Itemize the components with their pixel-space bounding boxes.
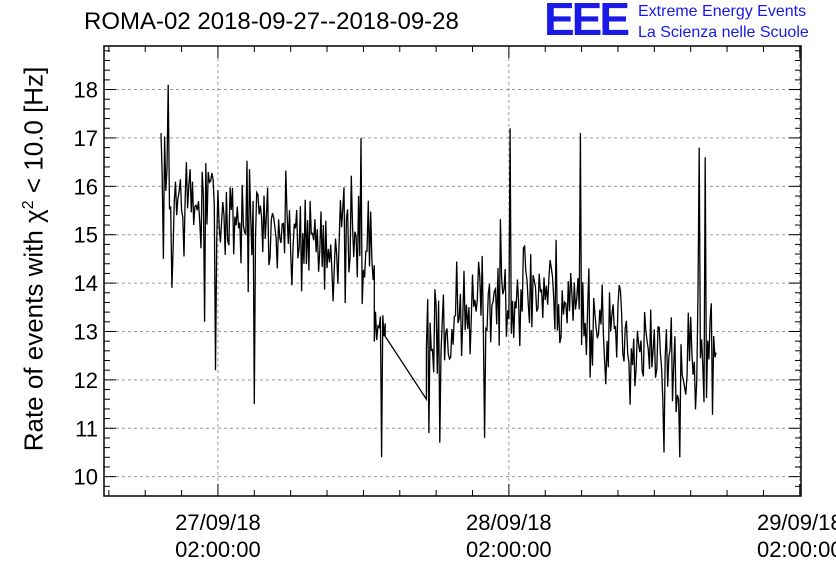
eee-logo-mark: EEE	[544, 0, 630, 45]
x-tick-label-date: 28/09/18	[466, 510, 552, 535]
x-tick-label-date: 27/09/18	[175, 510, 261, 535]
x-tick-label-time: 02:00:00	[757, 537, 836, 562]
x-tick-label-time: 02:00:00	[175, 537, 261, 562]
chart-title: ROMA-02 2018-09-27--2018-09-28	[84, 8, 459, 35]
x-tick-label-time: 02:00:00	[466, 537, 552, 562]
y-tick-label: 17	[74, 126, 98, 151]
logo-line-1: Extreme Energy Events	[638, 3, 807, 20]
y-tick-label: 10	[74, 465, 98, 490]
y-tick-label: 16	[74, 174, 98, 199]
plot-frame	[103, 45, 802, 497]
y-tick-label: 13	[74, 319, 98, 344]
y-tick-label: 15	[74, 223, 98, 248]
logo-line-2: La Scienza nelle Scuole	[638, 24, 809, 41]
rate-series-line	[160, 84, 717, 458]
y-tick-label: 12	[74, 368, 98, 393]
y-tick-label: 18	[74, 78, 98, 103]
y-tick-label: 14	[74, 271, 98, 296]
y-tick-label: 11	[75, 416, 98, 441]
x-tick-label-date: 29/09/18	[757, 510, 836, 535]
